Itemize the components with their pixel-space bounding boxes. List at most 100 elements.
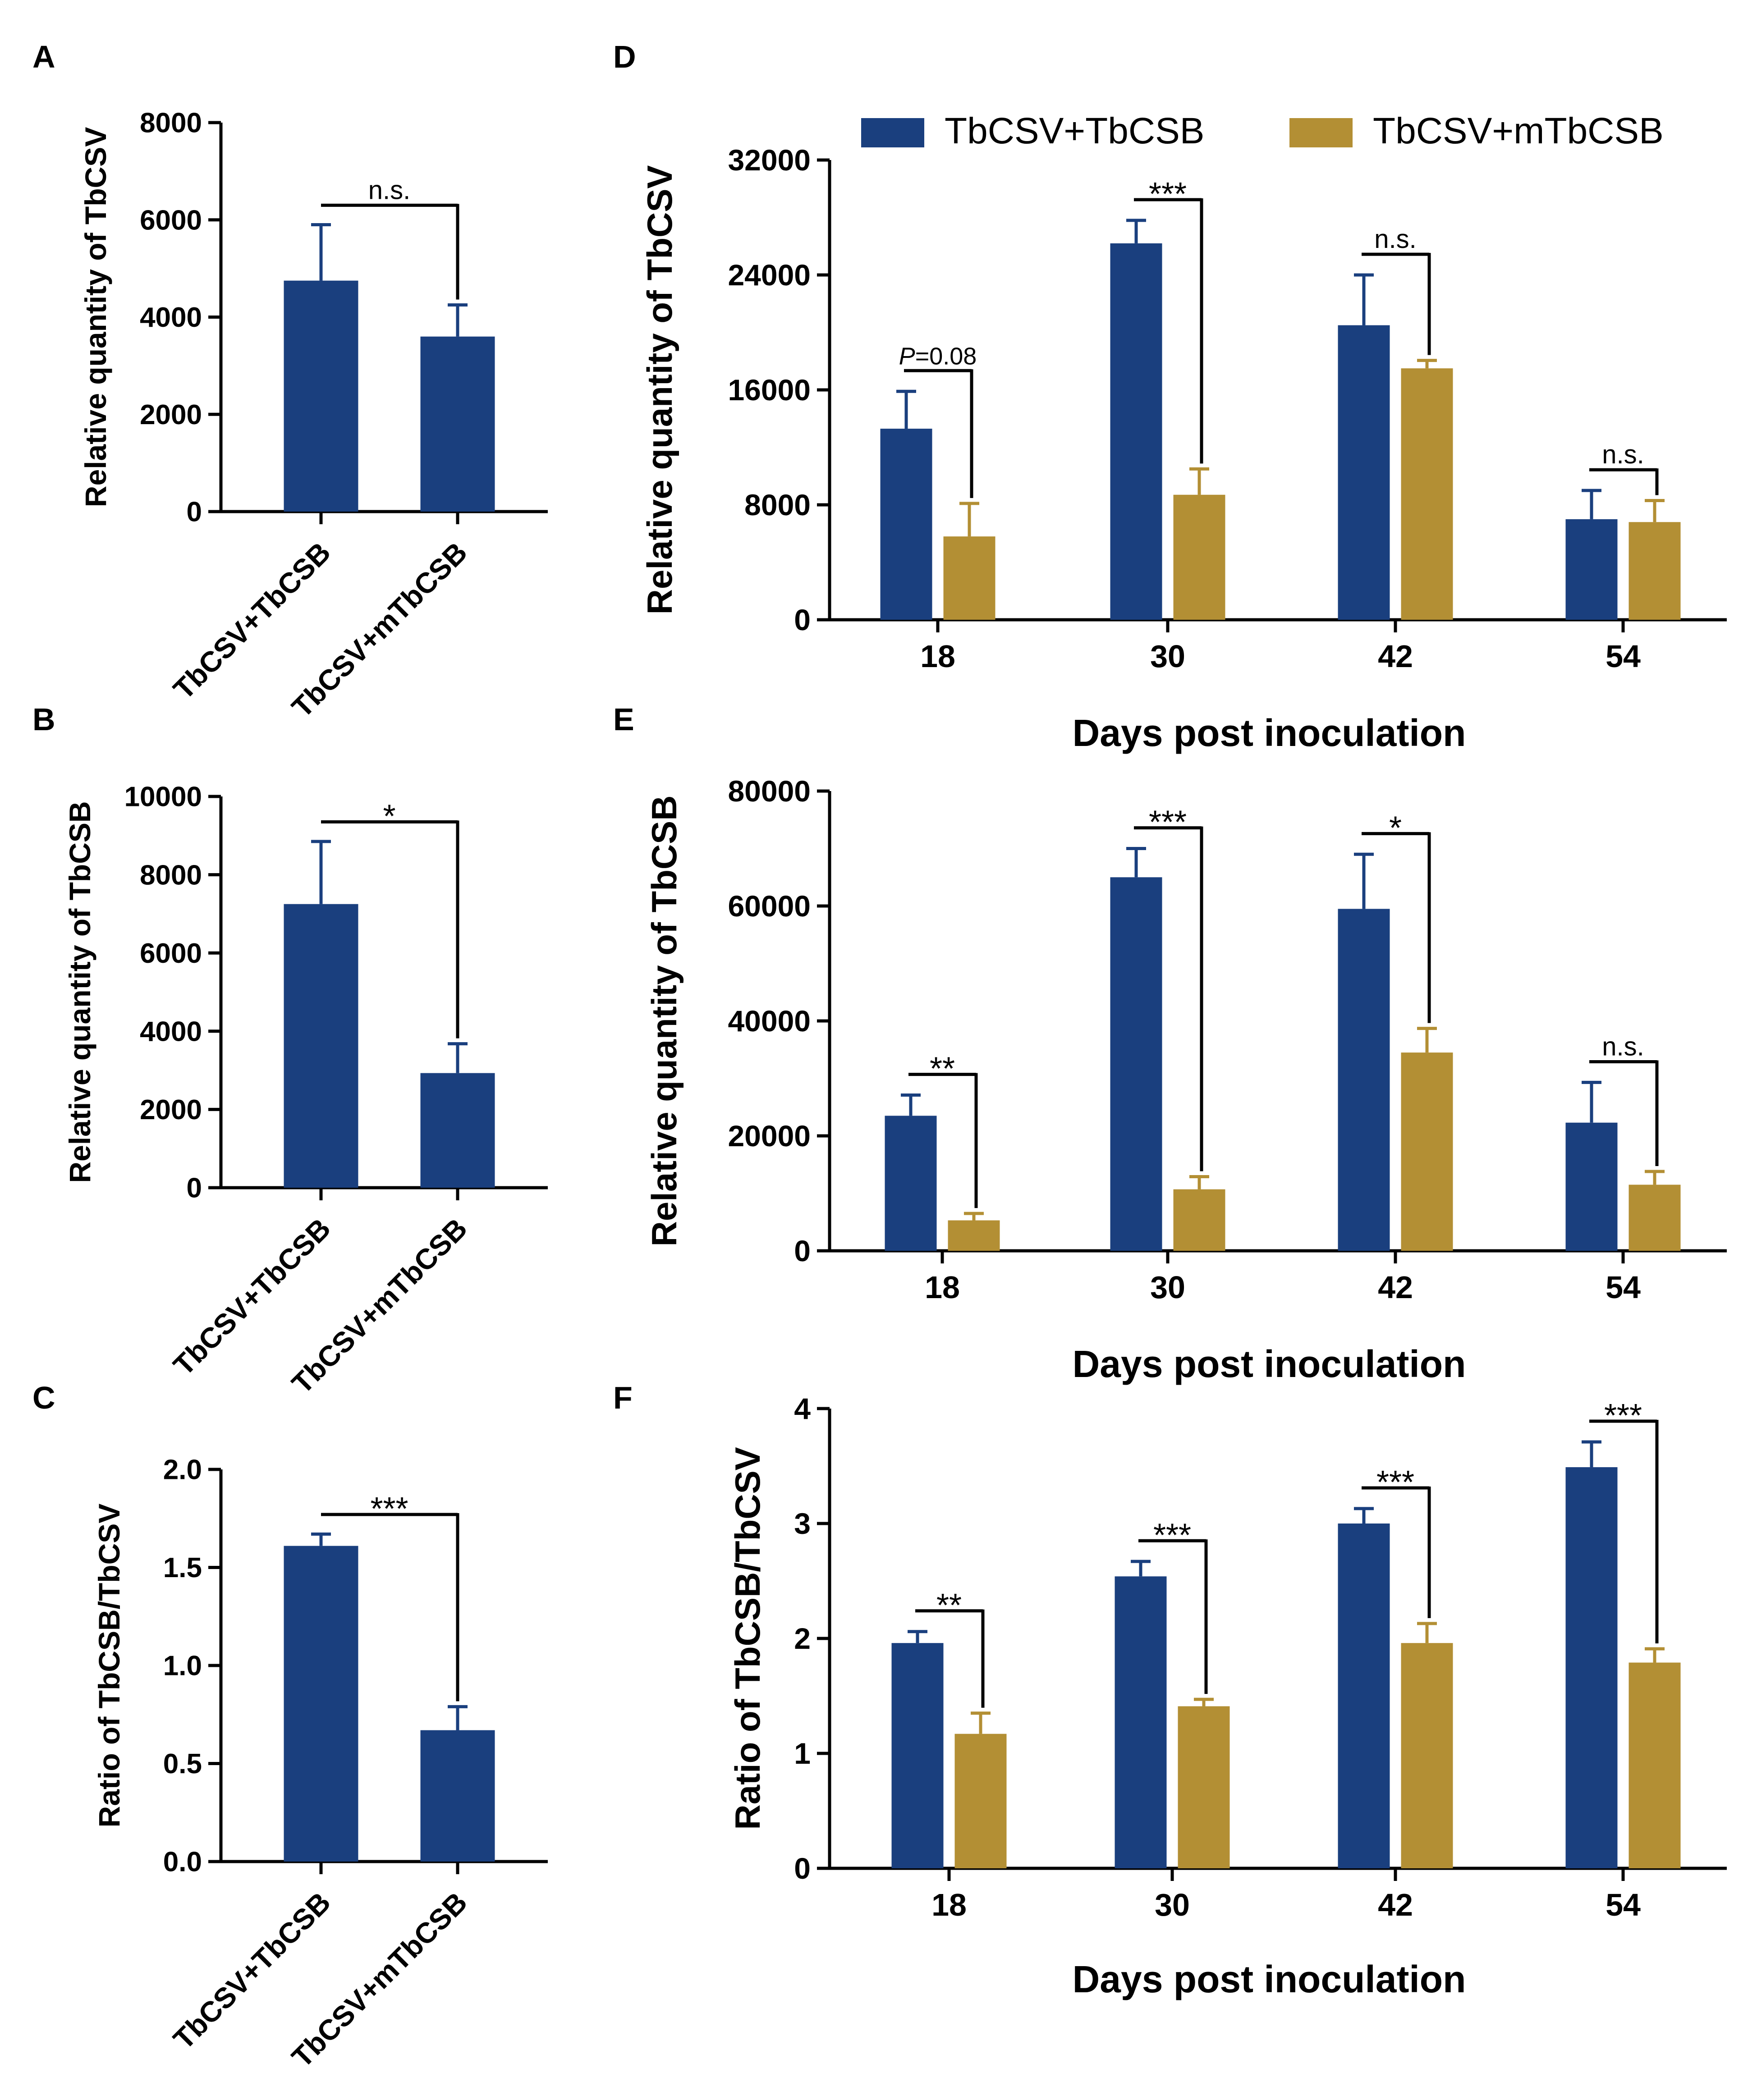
legend-swatch-series2 (1289, 118, 1353, 147)
legend-label-series2: TbCSV+mTbCSB (1373, 110, 1664, 151)
significance-label: P=0.08 (899, 343, 977, 370)
panel-e: E 0 20000 40000 60000 80000 Relative quantity … (613, 702, 1727, 1385)
y-tick-label: 1.5 (163, 1552, 202, 1583)
significance-label: *** (1376, 1464, 1414, 1501)
bar (420, 1073, 495, 1188)
y-tick-label: 20000 (728, 1119, 811, 1153)
y-tick-label: 0 (187, 1173, 202, 1204)
significance-label-italic: P (899, 343, 915, 370)
bar (1565, 1467, 1618, 1868)
bar (885, 1116, 937, 1251)
bar (1115, 1576, 1167, 1868)
y-tick-label: 60000 (728, 889, 811, 923)
bar (1565, 519, 1618, 620)
x-axis-title: Days post inoculation (1073, 712, 1466, 754)
significance-label: n.s. (368, 175, 411, 205)
bar (943, 536, 995, 620)
y-tick-label: 8000 (140, 108, 202, 139)
x-tick-label: 30 (1150, 1270, 1185, 1305)
significance-label: n.s. (1602, 440, 1644, 469)
y-tick-label: 0 (794, 603, 811, 636)
y-axis-title: Relative quantity of TbCSB (63, 801, 96, 1183)
x-tick-label: 18 (931, 1887, 967, 1922)
bar (891, 1643, 944, 1868)
panel-a: A 0 2000 4000 6000 8000 Relative quantity of T… (32, 39, 548, 724)
x-tick-label: 18 (925, 1270, 960, 1305)
y-tick-label: 0 (794, 1852, 811, 1885)
panel-d: D 0 8000 16000 24000 32000 Relative quantity o… (613, 39, 1727, 754)
bar (1338, 1524, 1390, 1868)
x-axis-title: Days post inoculation (1073, 1958, 1466, 2000)
x-tick-label: 18 (920, 639, 955, 674)
y-tick-label: 1 (794, 1737, 811, 1770)
y-tick-label: 3 (794, 1507, 811, 1540)
bar (948, 1220, 1000, 1251)
y-tick-label: 8000 (140, 860, 202, 891)
x-tick-label: 30 (1155, 1887, 1190, 1922)
bar (1178, 1706, 1230, 1868)
panel-f: F 0 1 2 3 4 Ratio of TbCSB/TbCSV 18 30 42 54 Days p… (613, 1380, 1727, 2000)
y-tick-label: 2.0 (163, 1455, 202, 1486)
y-axis-title: Relative quantity of TbCSV (79, 127, 112, 507)
y-tick-label: 6000 (140, 205, 202, 236)
bar (1629, 1662, 1681, 1868)
y-tick-label: 24000 (728, 258, 811, 292)
significance-label: ** (930, 1051, 955, 1087)
bar (1629, 1185, 1681, 1251)
bar (1401, 368, 1453, 620)
x-tick-label: 42 (1378, 639, 1413, 674)
y-tick-label: 40000 (728, 1004, 811, 1038)
bar (1338, 909, 1390, 1251)
y-axis-title: Ratio of TbCSB/TbCSV (92, 1504, 126, 1828)
y-tick-label: 1.0 (163, 1651, 202, 1682)
bar (1565, 1122, 1618, 1251)
x-tick-label: 42 (1378, 1270, 1413, 1305)
bar (284, 904, 358, 1188)
y-tick-label: 2000 (140, 1094, 202, 1125)
panel-b: B 0 2000 4000 6000 8000 10000 Relative quantity… (32, 702, 548, 1400)
x-tick-label: 54 (1606, 1270, 1641, 1305)
y-tick-label: 4 (794, 1392, 811, 1425)
x-tick-label: 42 (1378, 1887, 1413, 1922)
significance-label: ** (936, 1588, 962, 1624)
y-tick-label: 80000 (728, 774, 811, 808)
panel-letter: F (613, 1380, 633, 1415)
y-tick-label: 2000 (140, 399, 202, 430)
panel-letter: C (32, 1380, 55, 1415)
y-tick-label: 8000 (744, 488, 811, 522)
significance-label: *** (1604, 1398, 1642, 1434)
panel-letter: A (32, 39, 55, 74)
y-axis-title: Relative quantity of TbCSV (640, 165, 679, 615)
bar (1338, 325, 1390, 620)
significance-label: *** (1149, 805, 1187, 841)
bar (420, 336, 495, 512)
bar (1110, 243, 1162, 620)
x-tick-label: 30 (1150, 639, 1185, 674)
bar (420, 1730, 495, 1862)
y-tick-label: 0.5 (163, 1748, 202, 1780)
x-tick-label: 54 (1606, 1887, 1641, 1922)
bar (1110, 877, 1162, 1251)
legend: TbCSV+TbCSB TbCSV+mTbCSB (861, 110, 1664, 151)
bar (1401, 1052, 1453, 1251)
significance-label: n.s. (1602, 1032, 1644, 1061)
significance-label: * (1389, 810, 1402, 846)
bar (284, 1546, 358, 1862)
significance-label: n.s. (1374, 224, 1417, 254)
y-tick-label: 4000 (140, 1016, 202, 1048)
bar (954, 1734, 1007, 1868)
bar (1401, 1643, 1453, 1868)
y-tick-label: 32000 (728, 143, 811, 177)
significance-label-value: =0.08 (915, 343, 977, 370)
y-tick-label: 2 (794, 1622, 811, 1655)
y-axis-title: Relative quantity of TbCSB (644, 795, 684, 1246)
bar (1629, 522, 1681, 620)
panel-letter: B (32, 702, 55, 737)
significance-label: * (383, 798, 395, 834)
y-tick-label: 0 (794, 1234, 811, 1267)
panel-letter: D (613, 39, 636, 74)
bar (284, 280, 358, 512)
y-tick-label: 0.0 (163, 1847, 202, 1878)
